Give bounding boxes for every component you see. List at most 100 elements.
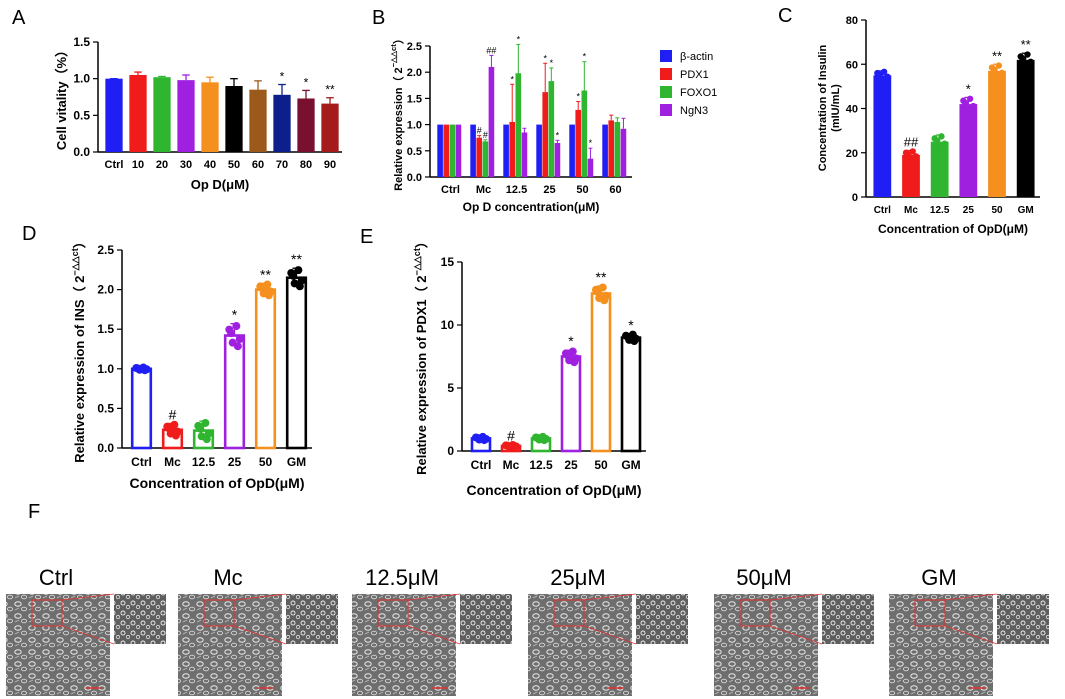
y-axis-label: Cell vitality（%） <box>54 44 69 150</box>
x-tick-label: Mc <box>476 184 491 196</box>
bar <box>902 154 920 197</box>
significance-mark: * <box>966 81 971 96</box>
y-tick-label: 0 <box>852 192 858 204</box>
micrograph-zoom <box>997 594 1049 644</box>
significance-mark: ## <box>904 135 919 150</box>
significance-mark: * <box>556 130 560 140</box>
data-point <box>882 76 889 83</box>
micrograph-main <box>6 594 110 696</box>
y-axis-label-line2: (mIU/mL) <box>830 84 842 132</box>
significance-mark: ** <box>291 251 302 267</box>
x-tick-label: 60 <box>252 159 264 171</box>
micrograph-row: Ctrl Mc 12.5μM 25μM 50μM GM <box>6 565 1049 696</box>
zoom-box <box>203 599 235 627</box>
bar <box>569 124 575 177</box>
y-tick-label: 80 <box>846 15 858 27</box>
bar <box>223 334 246 450</box>
zoom-connector <box>233 593 287 601</box>
zoom-connector <box>769 593 823 601</box>
bar <box>455 124 462 177</box>
x-tick-label: 10 <box>132 159 144 171</box>
data-point <box>630 337 639 346</box>
zoom-box <box>553 599 585 627</box>
y-tick-label: 0.5 <box>97 401 114 415</box>
data-point <box>934 142 942 149</box>
data-point <box>233 342 242 351</box>
y-tick-label: 0.0 <box>97 441 114 455</box>
legend-swatch <box>660 50 672 62</box>
data-point <box>938 133 945 140</box>
x-tick-label: GM <box>621 458 640 472</box>
significance-mark: * <box>517 34 521 44</box>
x-tick-label: Mc <box>164 455 181 469</box>
data-point <box>480 436 489 445</box>
bar <box>177 80 195 152</box>
y-tick-label: 10 <box>441 318 455 332</box>
zoom-box <box>377 599 409 627</box>
data-point <box>880 68 888 75</box>
data-point <box>227 329 236 338</box>
bar <box>273 94 291 152</box>
panel-letter-f: F <box>28 501 40 523</box>
bar <box>130 367 153 450</box>
bar <box>285 276 308 450</box>
zoom-connector <box>944 593 998 601</box>
bar <box>105 78 123 152</box>
data-point <box>235 335 244 344</box>
bar <box>620 336 642 453</box>
data-point <box>165 424 174 433</box>
y-tick-label: 60 <box>846 59 858 71</box>
micrograph-label: GM <box>921 565 956 590</box>
bar <box>225 86 243 152</box>
x-tick-label: 50 <box>594 458 608 472</box>
significance-mark: * <box>576 92 580 102</box>
y-tick-label: 40 <box>846 104 858 116</box>
bar <box>443 124 450 177</box>
significance-mark: ** <box>325 83 335 97</box>
zoom-connector <box>583 625 637 645</box>
bar <box>129 75 147 152</box>
micrograph-main <box>352 594 456 696</box>
significance-mark: # <box>507 428 515 444</box>
y-axis-label-sup: −△△ct <box>70 248 80 275</box>
zoom-connector <box>61 593 115 601</box>
y-tick-label: 0.5 <box>407 146 422 158</box>
y-axis-label: Relative expression（ 2−△△ct） <box>389 33 405 191</box>
data-point <box>503 441 512 450</box>
data-point <box>232 322 241 331</box>
significance-mark: * <box>510 74 514 84</box>
bar <box>482 141 489 177</box>
y-axis-label-close: ） <box>414 235 429 248</box>
panel-letter-b: B <box>372 7 385 29</box>
micrograph-zoom <box>822 594 874 644</box>
bar <box>575 109 582 177</box>
bar <box>587 158 594 177</box>
zoom-connector <box>944 625 998 645</box>
bar <box>470 124 476 177</box>
legend-label: NgN3 <box>680 105 708 117</box>
data-point <box>294 266 303 275</box>
x-tick-label: 90 <box>324 159 336 171</box>
x-tick-label: 50 <box>259 455 273 469</box>
chart-c: 0 20 40 60 80 Ctrl Mc ## 12.5 25 * 50 ** GM ** Concentr… <box>817 15 1040 236</box>
y-tick-label: 5 <box>447 381 454 395</box>
significance-mark: * <box>232 307 238 323</box>
data-point <box>1024 51 1031 58</box>
y-tick-label: 0.0 <box>407 172 422 184</box>
data-point <box>1019 55 1026 62</box>
data-point <box>593 287 602 296</box>
x-tick-label: 25 <box>963 205 975 216</box>
bar <box>542 92 549 177</box>
bar <box>201 82 219 152</box>
significance-mark: * <box>628 317 634 333</box>
y-axis-label: Relative expression of INS（ 2−△△ct） <box>70 235 87 463</box>
significance-mark: # <box>477 126 482 136</box>
significance-mark: # <box>483 130 488 140</box>
x-tick-label: 40 <box>204 159 216 171</box>
y-tick-label: 0.0 <box>73 145 90 159</box>
significance-mark: ## <box>486 45 496 55</box>
data-point <box>202 435 211 444</box>
legend-swatch <box>660 68 672 80</box>
micrograph-label: 25μM <box>550 565 605 590</box>
